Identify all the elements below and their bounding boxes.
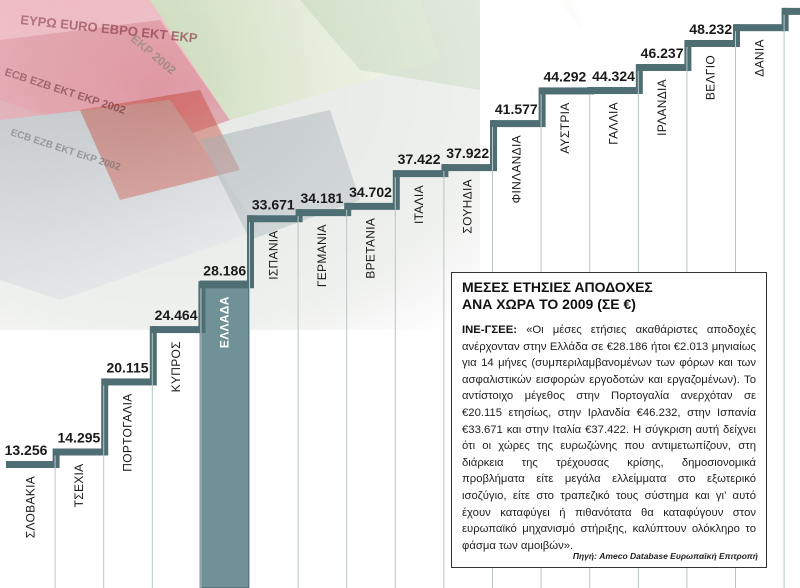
step-7-riser: [295, 209, 303, 223]
step-3-tread: [103, 378, 152, 386]
category-label: ΑΥΣΤΡΙΑ: [558, 102, 572, 153]
info-title: ΜΕΣΕΣ ΕΤΗΣΙΕΣ ΑΠΟΔΟΧΕΣ ΑΝΑ ΧΩΡΑ ΤΟ 2009 …: [462, 279, 653, 312]
step-9-tread: [394, 170, 444, 178]
value-label: 14.295: [57, 429, 100, 445]
step-12-tread: [540, 87, 590, 95]
info-box: ΜΕΣΕΣ ΕΤΗΣΙΕΣ ΑΠΟΔΟΧΕΣ ΑΝΑ ΧΩΡΑ ΤΟ 2009 …: [451, 272, 767, 568]
step-8-tread: [346, 202, 395, 210]
category-label: ΣΟΥΗΔΙΑ: [461, 179, 475, 234]
step-16-tread: [735, 24, 784, 32]
step-5-riser: [198, 281, 206, 334]
step-11-riser: [490, 120, 497, 172]
step-10-riser: [441, 164, 449, 178]
category-label: ΕΛΛΑΔΑ: [218, 296, 232, 348]
step-2-tread: [54, 448, 104, 456]
value-label: 34.181: [300, 190, 343, 206]
step-1-tread: [6, 461, 55, 468]
value-label: 34.702: [349, 184, 392, 200]
value-label: 44.324: [592, 68, 635, 84]
value-label: 13.256: [5, 442, 48, 458]
category-label: ΣΛΟΒΑΚΙΑ: [23, 476, 37, 538]
value-label: 44.292: [543, 68, 586, 84]
category-label: ΒΡΕΤΑΝΙΑ: [364, 218, 378, 279]
value-label: 28.186: [203, 262, 246, 278]
category-label: ΒΕΛΓΙΟ: [704, 55, 718, 100]
step-14-riser: [635, 64, 643, 95]
value-label: 46.237: [641, 45, 684, 61]
value-label: 33.671: [252, 196, 295, 212]
value-label: 37.422: [398, 151, 441, 167]
step-13-riser: [587, 87, 595, 95]
info-body: «Οι μέσες ετήσιες ακαθάριστες αποδοχές α…: [462, 324, 756, 552]
value-label: 24.464: [155, 307, 198, 323]
value-label: 48.232: [689, 21, 732, 37]
step-12-riser: [538, 87, 546, 128]
category-label: ΤΣΕΧΙΑ: [72, 463, 86, 507]
category-label: ΦΙΝΛΑΝΔΙΑ: [509, 135, 523, 203]
category-label: ΓΑΛΛΙΑ: [607, 102, 621, 145]
info-text: ΙΝΕ-ΓΣΕΕ: «Οι μέσες ετήσιες ακαθάριστες …: [462, 322, 756, 554]
category-label: ΚΥΠΡΟΣ: [169, 341, 183, 392]
step-5-tread: [200, 281, 249, 289]
step-17-riser: [781, 7, 789, 32]
info-source: Πηγή: Ameco Database Ευρωπαϊκή Επιτροπή: [572, 551, 758, 561]
value-label: 37.922: [446, 145, 489, 161]
step-10-tread: [443, 164, 492, 172]
value-label: 41.577: [495, 101, 538, 117]
category-label: ΙΤΑΛΙΑ: [412, 185, 426, 224]
step-7-tread: [297, 209, 347, 217]
category-label: ΔΑΝΙΑ: [752, 39, 766, 77]
step-15-tread: [686, 40, 735, 47]
step-9-riser: [392, 170, 400, 210]
step-16-riser: [733, 24, 740, 47]
step-6-tread: [249, 215, 298, 223]
step-8-riser: [344, 202, 352, 217]
step-6-riser: [247, 215, 254, 289]
step-4-riser: [149, 326, 157, 386]
category-label: ΓΕΡΜΑΝΙΑ: [315, 224, 329, 287]
step-17-tread: [783, 7, 800, 15]
step-4-tread: [151, 326, 201, 334]
info-lead: ΙΝΕ-ΓΣΕΕ:: [462, 324, 517, 336]
step-11-tread: [492, 120, 541, 128]
step-15-riser: [684, 40, 692, 72]
step-14-tread: [637, 64, 687, 72]
step-3-riser: [101, 378, 109, 456]
step-13-tread: [589, 87, 638, 95]
step-2-riser: [52, 448, 60, 468]
value-label: 20.115: [106, 359, 148, 375]
category-label: ΙΣΠΑΝΙΑ: [266, 230, 280, 280]
category-label: ΙΡΛΑΝΔΙΑ: [655, 79, 669, 136]
category-label: ΠΟΡΤΟΓΑΛΙΑ: [121, 393, 135, 471]
